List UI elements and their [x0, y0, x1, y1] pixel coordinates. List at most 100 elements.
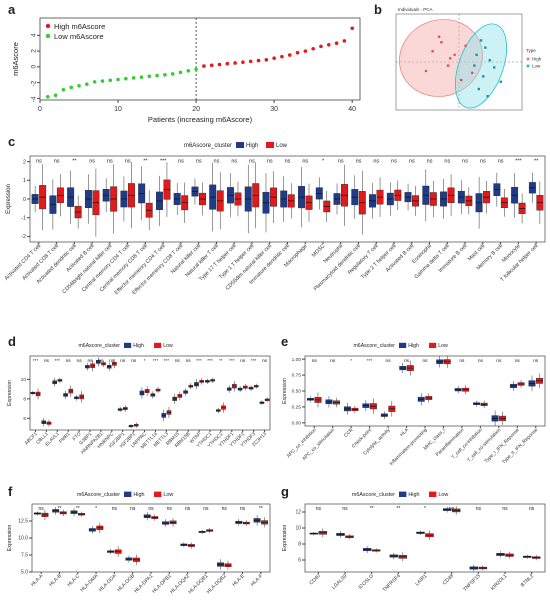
significance-label: ns [302, 159, 308, 165]
significance-label: ns [449, 506, 455, 512]
data-point [233, 61, 237, 65]
chart-e: m6Ascore_cluster High Low 1.00 0.75 0.50 0.25 0… [282, 342, 546, 467]
data-point [46, 95, 50, 99]
legend-label: Low [163, 343, 173, 349]
pca-point [484, 46, 487, 49]
data-point [186, 69, 191, 73]
significance-label: ns [240, 359, 246, 364]
x-tick-label: 10 [114, 106, 122, 113]
significance-label: *** [207, 358, 213, 364]
significance-label: ns [262, 359, 268, 364]
data-point [61, 87, 66, 92]
legend-label: High [408, 343, 419, 349]
data-point [209, 63, 214, 68]
legend-label: High [246, 143, 258, 149]
y-tick-label: 7.5 [21, 553, 28, 559]
legend-swatch [429, 342, 437, 348]
significance-label: ** [219, 358, 223, 364]
y-tick-label: 8 [298, 542, 301, 548]
data-point [69, 85, 74, 90]
significance-label: ns [203, 506, 209, 512]
panel-a-label: a [8, 2, 16, 17]
category-label: T_cell_co-inhibition [451, 427, 485, 461]
data-point [287, 53, 292, 57]
y-tick-label: 0 [23, 197, 26, 203]
y-tick-label: 0.75 [292, 373, 302, 379]
pca-title: Individuals - PCA [398, 7, 433, 12]
legend-dot [45, 23, 51, 29]
pca-point [473, 64, 476, 67]
legend-swatch [236, 142, 244, 148]
category-label: APC_co_stimulation [301, 427, 336, 462]
significance-label: ** [143, 159, 148, 165]
significance-label: ** [534, 159, 539, 165]
panel-e-label: e [281, 334, 289, 349]
data-point [295, 50, 300, 55]
data-point [342, 39, 347, 43]
pca-point [499, 80, 502, 83]
significance-label: ns [107, 159, 113, 165]
data-point [303, 49, 308, 53]
significance-label: *** [251, 358, 257, 364]
y-axis-label: m6Ascore [11, 42, 20, 76]
legend-label: Low [438, 343, 448, 349]
significance-label: *** [196, 358, 202, 364]
panel-c-label: c [8, 134, 16, 149]
significance-label: * [95, 506, 97, 512]
significance-label: * [144, 358, 146, 364]
significance-label: ns [175, 359, 181, 364]
chart-b: Individuals - PCA Type High Low [395, 7, 542, 111]
significance-label: *** [367, 358, 373, 364]
legend-label: Low [532, 64, 541, 69]
legend-title: m6Ascore_cluster [352, 492, 395, 498]
y-tick-label: 6 [23, 416, 26, 422]
data-point [92, 80, 97, 84]
category-label: HLA-DMA [79, 573, 100, 594]
significance-label: * [424, 506, 426, 512]
legend-swatch [266, 142, 274, 148]
significance-label: *** [160, 159, 167, 165]
significance-label: ** [58, 506, 62, 512]
significance-label: ** [72, 159, 77, 165]
category-label: CD48 [442, 573, 455, 586]
significance-label: ns [409, 159, 415, 165]
y-tick-label: -1 [21, 215, 26, 221]
significance-label: ns [312, 359, 318, 364]
data-point [217, 62, 222, 67]
pca-point [486, 95, 489, 98]
category-label: Inflammation-promoting [389, 427, 429, 467]
x-tick-label: 40 [348, 106, 356, 113]
chart-f: m6Ascore_cluster High Low 12.5 10.0 7.5 5.0 Exp… [7, 491, 271, 595]
legend-label: High [133, 343, 144, 349]
x-axis-label: Patients (increasing m6Ascore) [148, 115, 253, 124]
category-label: Type_II_IFN_Reponse [501, 427, 539, 465]
data-point [334, 41, 339, 46]
data-point [155, 73, 159, 78]
legend-dot [526, 57, 530, 61]
pca-point [477, 87, 480, 91]
significance-label: ns [373, 159, 379, 165]
significance-label: ns [196, 159, 202, 165]
significance-label: ns [342, 506, 348, 512]
significance-label: ns [54, 159, 60, 165]
x-tick-label: 0 [38, 106, 42, 113]
pca-point [464, 44, 467, 48]
legend-label: Low [438, 492, 448, 498]
category-label: T_cell_co-stimulation [466, 427, 502, 463]
y-tick-label: 5.0 [21, 570, 28, 576]
category-label: KIR2DL1 [490, 573, 509, 592]
significance-label: ns [427, 159, 433, 165]
y-tick-label: 2 [31, 49, 38, 53]
y-tick-label: -4 [31, 96, 38, 102]
significance-label: * [322, 159, 325, 165]
data-point [319, 44, 323, 49]
significance-label: ** [259, 506, 263, 512]
category-label: HLA-E [231, 573, 246, 588]
chart-c: m6Ascore_cluster High Low 2 1 0 -1 -2 Expression… [4, 142, 546, 296]
pca-point [431, 49, 434, 53]
plot-frame [29, 355, 271, 431]
ellipse-high [399, 19, 483, 97]
significance-label: ns [77, 359, 83, 364]
significance-label: ns [87, 359, 93, 364]
